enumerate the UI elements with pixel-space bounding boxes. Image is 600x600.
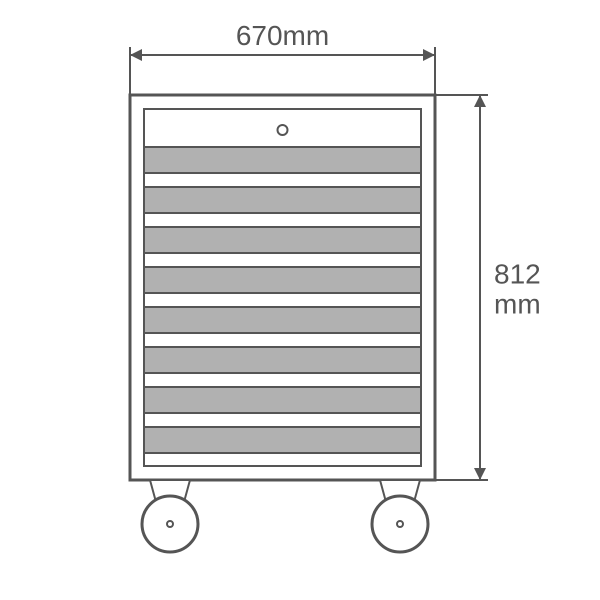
drawer bbox=[144, 307, 421, 333]
arrowhead bbox=[474, 468, 486, 480]
drawer bbox=[144, 187, 421, 213]
arrowhead bbox=[130, 49, 142, 61]
drawer bbox=[144, 267, 421, 293]
drawer bbox=[144, 427, 421, 453]
arrowhead bbox=[474, 95, 486, 107]
width-label: 670mm bbox=[236, 20, 329, 51]
drawer bbox=[144, 387, 421, 413]
drawer bbox=[144, 347, 421, 373]
dimension-diagram: 670mm 812mm bbox=[0, 0, 600, 600]
right-wheel bbox=[372, 496, 428, 552]
height-label-2: mm bbox=[494, 289, 541, 320]
height-label-1: 812 bbox=[494, 259, 541, 290]
drawer bbox=[144, 147, 421, 173]
drawer bbox=[144, 227, 421, 253]
arrowhead bbox=[423, 49, 435, 61]
left-wheel bbox=[142, 496, 198, 552]
